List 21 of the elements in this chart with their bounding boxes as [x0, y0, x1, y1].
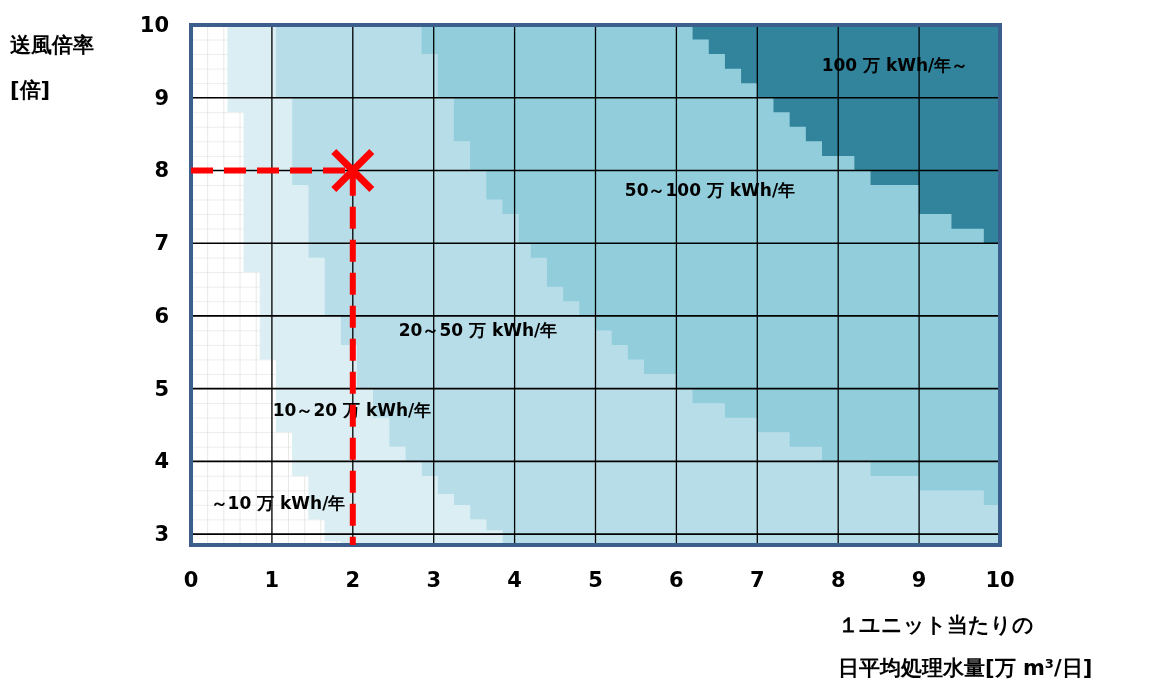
x-tick-label: 10 [985, 568, 1015, 592]
y-tick-label: 5 [154, 376, 169, 401]
y-tick-label: 7 [154, 231, 169, 256]
y-tick-label: 10 [139, 13, 169, 37]
y-tick-label: 9 [154, 85, 169, 110]
x-tick-label: 4 [507, 568, 522, 592]
y-axis-title: 送風倍率 [倍] [10, 33, 94, 102]
x-tick-label: 3 [426, 568, 442, 592]
y-tick-label: 6 [154, 303, 169, 328]
x-axis-title: １ユニット当たりの日平均処理水量[万 m³/日] [838, 613, 1093, 680]
x-tick-label: 8 [830, 568, 846, 592]
x-tick-label: 1 [264, 568, 280, 592]
x-tick-label: 9 [911, 568, 927, 592]
y-tick-label: 4 [154, 449, 169, 474]
x-tick-label: 0 [183, 568, 199, 592]
x-tick-label: 2 [345, 568, 361, 592]
y-tick-label: 8 [154, 158, 169, 183]
x-tick-label: 6 [669, 568, 684, 592]
y-tick-label: 3 [154, 522, 169, 547]
x-tick-label: 5 [588, 568, 603, 592]
x-tick-label: 7 [749, 568, 765, 592]
